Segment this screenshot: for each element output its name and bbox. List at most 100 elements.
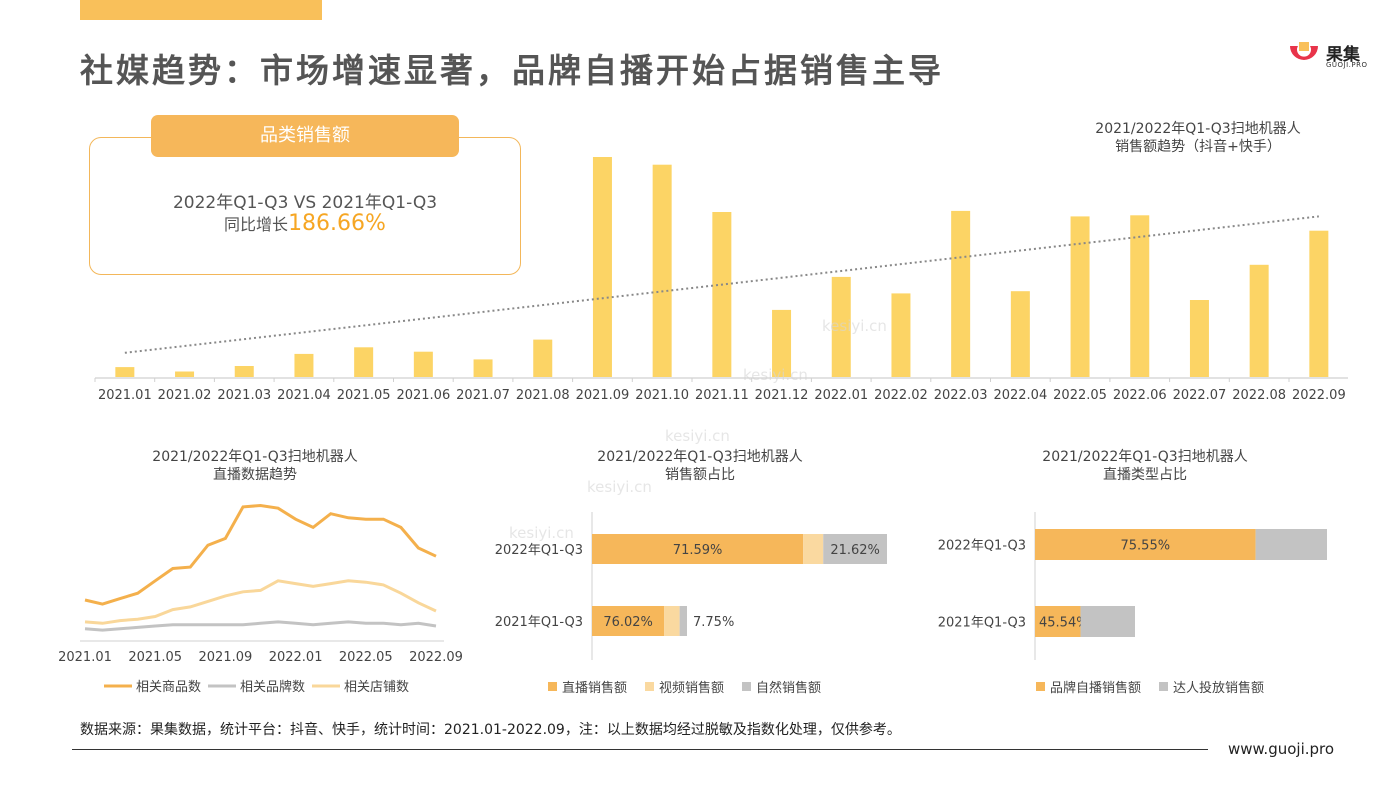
live-type-cat-1: 2021年Q1-Q3 <box>938 616 1026 631</box>
footer-divider <box>72 749 1208 750</box>
bar-label-2021.12: 2021.12 <box>755 388 809 403</box>
line-tick-2022.01: 2022.01 <box>269 650 323 665</box>
bar-label-2022.05: 2022.05 <box>1053 388 1107 403</box>
bar-label-2021.02: 2021.02 <box>158 388 212 403</box>
sales-share-cat-1: 2021年Q1-Q3 <box>495 615 583 630</box>
bar-label-2021.11: 2021.11 <box>695 388 749 403</box>
bar-label-2022.09: 2022.09 <box>1292 388 1346 403</box>
bar-2021.02 <box>175 371 195 377</box>
live-type-title-line-0: 2021/2022年Q1-Q3扫地机器人 <box>1042 449 1247 465</box>
sales-share-seg-0-1 <box>803 534 824 564</box>
line-series-相关品牌数 <box>84 620 437 632</box>
bar-label-2021.01: 2021.01 <box>98 388 152 403</box>
live-type-seg-0-1 <box>1255 529 1327 560</box>
sales-share-legend-0: 直播销售额 <box>562 680 627 696</box>
bar-2021.11 <box>712 212 732 377</box>
kpi-growth-value: 186.66% <box>288 211 386 236</box>
bar-label-2022.01: 2022.01 <box>814 388 868 403</box>
sales-share-label-0-2: 21.62% <box>830 543 880 558</box>
line-tick-2021.01: 2021.01 <box>58 650 112 665</box>
top-accent-bar <box>80 0 322 20</box>
bar-2022.02 <box>891 293 911 377</box>
line-series-相关店铺数 <box>84 579 437 625</box>
live-type-legend-swatch-0 <box>1036 682 1045 691</box>
bar-2021.06 <box>413 351 433 377</box>
brand-subtitle: GUOJI.PRO <box>1326 61 1368 69</box>
bar-2021.10 <box>652 164 672 377</box>
live-type-label-0-0: 75.55% <box>1121 539 1171 554</box>
live-type-title-line-1: 直播类型占比 <box>1103 466 1187 483</box>
bar-2021.04 <box>294 353 314 377</box>
live-type-legend-swatch-1 <box>1159 682 1168 691</box>
line-legend-相关商品数: 相关商品数 <box>136 680 201 695</box>
bar-label-2021.05: 2021.05 <box>337 388 391 403</box>
sales-share-seg-0-2 <box>823 534 887 564</box>
kpi-comparison: 2022年Q1-Q3 VS 2021年Q1-Q3 <box>172 193 438 213</box>
bar-label-2022.03: 2022.03 <box>934 388 988 403</box>
brand-mark-icon <box>1290 42 1318 60</box>
sales-share-seg-0-0 <box>592 534 804 564</box>
sales-share-legend-swatch-0 <box>548 682 557 691</box>
bar-label-2021.08: 2021.08 <box>516 388 570 403</box>
bar-2021.09 <box>592 157 612 377</box>
bar-label-2021.10: 2021.10 <box>635 388 689 403</box>
kpi-tag: 品类销售额 <box>151 115 459 157</box>
sales-share-seg-1-1 <box>664 606 680 636</box>
sales-share-cat-0: 2022年Q1-Q3 <box>495 543 583 558</box>
kpi-growth-label: 同比增长 <box>224 215 289 234</box>
bar-label-2021.04: 2021.04 <box>277 388 331 403</box>
line-tick-2022.09: 2022.09 <box>409 650 463 665</box>
bar-chart-title-line-0: 2021/2022年Q1-Q3扫地机器人 <box>1095 121 1300 137</box>
bar-label-2021.06: 2021.06 <box>396 388 450 403</box>
sales-share-legend-2: 自然销售额 <box>756 680 821 696</box>
brand-logo: 果集 GUOJI.PRO <box>1286 40 1376 72</box>
sales-share-label-1-0: 76.02% <box>603 615 653 630</box>
sales-share-seg-1-2 <box>679 606 687 636</box>
bar-label-2022.06: 2022.06 <box>1113 388 1167 403</box>
bar-2022.03 <box>951 210 971 377</box>
bar-2021.07 <box>473 359 493 377</box>
brand-name: 果集 <box>1326 45 1360 65</box>
sales-share-label-1-2: 7.75% <box>693 615 734 630</box>
bar-2021.03 <box>234 366 254 377</box>
bar-label-2021.07: 2021.07 <box>456 388 510 403</box>
live-type-seg-1-1 <box>1080 606 1135 637</box>
bar-label-2022.07: 2022.07 <box>1173 388 1227 403</box>
line-legend-相关品牌数: 相关品牌数 <box>240 679 305 695</box>
live-type-cat-0: 2022年Q1-Q3 <box>938 539 1026 554</box>
sales-share-seg-1-0 <box>592 606 665 636</box>
bar-label-2021.09: 2021.09 <box>576 388 630 403</box>
bar-trendline <box>124 215 1319 354</box>
live-type-seg-1-0 <box>1035 606 1081 637</box>
footer-source-note: 数据来源：果集数据，统计平台：抖音、快手，统计时间：2021.01-2022.0… <box>80 722 901 738</box>
bar-label-2022.04: 2022.04 <box>993 388 1047 403</box>
page-title: 社媒趋势：市场增速显著，品牌自播开始占据销售主导 <box>80 51 944 90</box>
line-tick-2021.09: 2021.09 <box>199 650 253 665</box>
bar-2022.08 <box>1249 264 1269 377</box>
kpi-growth: 同比增长186.66% <box>89 211 521 236</box>
bar-2021.12 <box>772 309 792 377</box>
line-chart-title-line-0: 2021/2022年Q1-Q3扫地机器人 <box>152 449 357 465</box>
sales-share-legend-swatch-1 <box>645 682 654 691</box>
live-type-legend-0: 品牌自播销售额 <box>1050 680 1141 696</box>
bar-2022.01 <box>831 276 851 377</box>
line-tick-2021.05: 2021.05 <box>128 650 182 665</box>
sales-share-label-0-0: 71.59% <box>673 543 723 558</box>
line-chart-title-line-1: 直播数据趋势 <box>213 466 297 483</box>
line-legend-相关店铺数: 相关店铺数 <box>344 680 409 695</box>
bar-2022.05 <box>1070 216 1090 377</box>
line-series-相关商品数 <box>84 503 437 606</box>
live-type-label-1-0: 45.54% <box>1039 616 1089 631</box>
bar-label-2022.02: 2022.02 <box>874 388 928 403</box>
bar-label-2021.03: 2021.03 <box>217 388 271 403</box>
bar-2022.06 <box>1130 215 1150 377</box>
bar-2022.04 <box>1010 291 1030 377</box>
bar-2022.07 <box>1189 300 1209 377</box>
bar-2022.09 <box>1309 230 1329 377</box>
live-type-legend-1: 达人投放销售额 <box>1173 680 1264 696</box>
live-type-seg-0-0 <box>1035 529 1256 560</box>
bar-chart-title-line-1: 销售额趋势（抖音+快手） <box>1115 138 1281 155</box>
bar-2021.08 <box>533 339 553 377</box>
bar-2021.05 <box>354 347 374 377</box>
sales-share-title-line-1: 销售额占比 <box>665 467 735 483</box>
